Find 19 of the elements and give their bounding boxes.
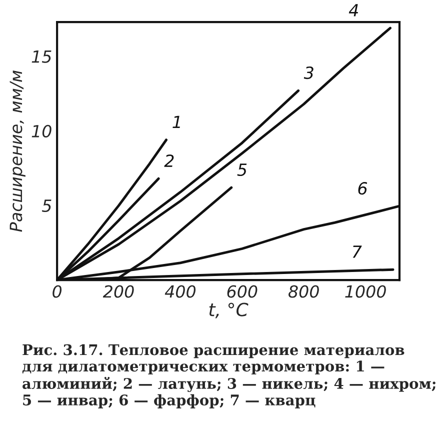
x-tick-label: 400 [164, 285, 196, 298]
y-axis-title: Расширение, мм/м [10, 70, 26, 232]
x-axis-title: t, °C [209, 302, 248, 318]
y-tick-label: 15 [32, 50, 52, 63]
y-tick-label: 5 [42, 200, 52, 212]
x-tick-label: 200 [102, 285, 134, 298]
x-tick-label: 1000 [345, 285, 386, 298]
x-tick-label: 800 [288, 285, 319, 298]
series-label: 6 [358, 182, 368, 195]
series-label: 5 [237, 164, 247, 176]
y-tick-label: 10 [32, 124, 52, 138]
text: Рис. 3.17. Тепловое расширение материалов для дилатометрических термометров: 1 — алюминий; 2 — латунь; 3 — никель; 4 — нихром; 5 — инвар; 6 — фарфор; 7 — кварц [22, 344, 436, 408]
series-label: 2 [164, 154, 174, 167]
series-label: 3 [304, 66, 314, 80]
series-label: 7 [352, 246, 362, 258]
series-label: 4 [348, 4, 358, 16]
series-label: 1 [172, 116, 180, 128]
x-tick-label: 600 [227, 285, 258, 298]
x-tick-label: 0 [52, 285, 62, 298]
